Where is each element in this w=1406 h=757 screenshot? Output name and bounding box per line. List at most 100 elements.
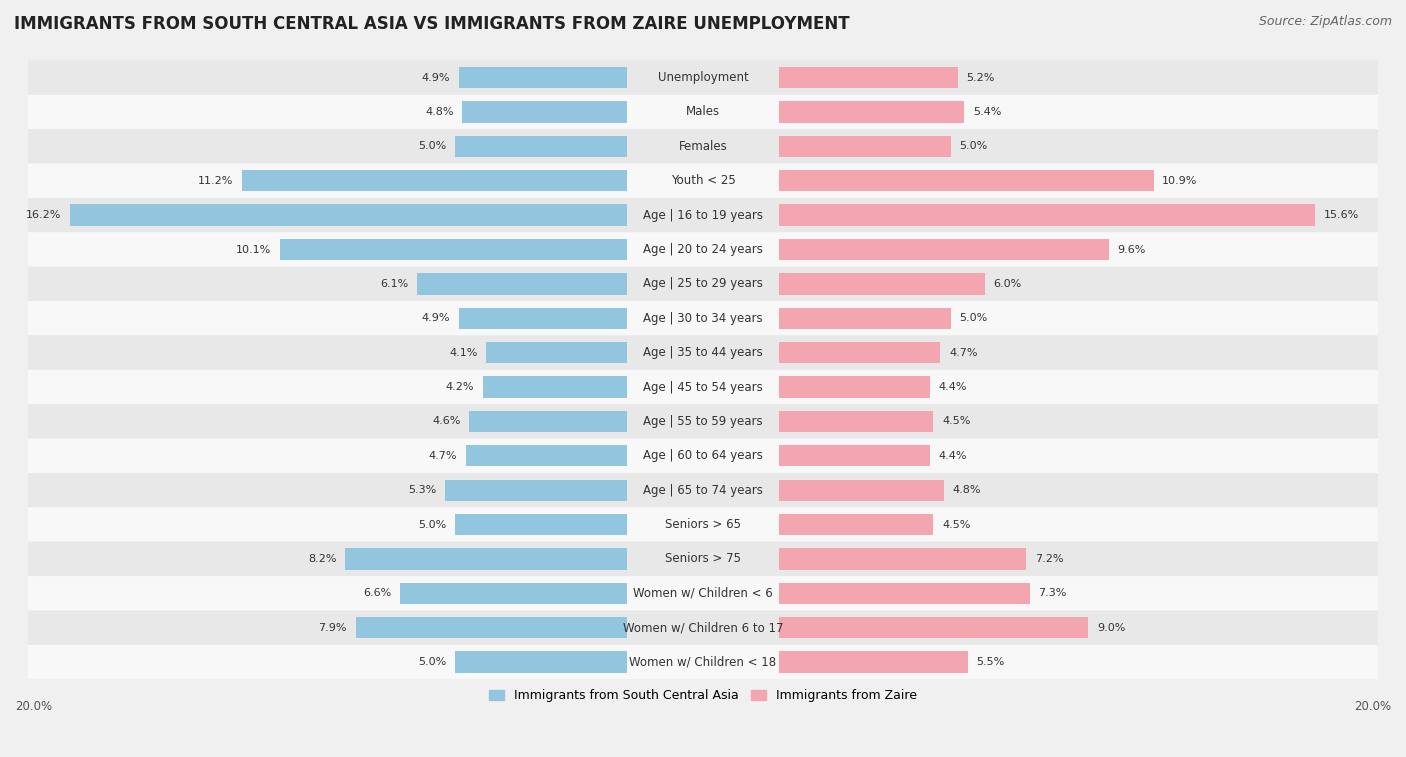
FancyBboxPatch shape	[28, 611, 1378, 645]
Text: Age | 60 to 64 years: Age | 60 to 64 years	[643, 450, 763, 463]
Text: 4.6%: 4.6%	[432, 416, 461, 426]
Text: 4.4%: 4.4%	[939, 382, 967, 392]
Text: 11.2%: 11.2%	[198, 176, 233, 185]
Text: Males: Males	[686, 105, 720, 119]
FancyBboxPatch shape	[28, 301, 1378, 335]
FancyBboxPatch shape	[28, 335, 1378, 370]
Bar	[779, 652, 967, 673]
FancyBboxPatch shape	[28, 95, 1378, 129]
Text: 5.0%: 5.0%	[419, 142, 447, 151]
FancyBboxPatch shape	[28, 266, 1378, 301]
Text: Women w/ Children < 18: Women w/ Children < 18	[630, 656, 776, 668]
Bar	[346, 548, 627, 569]
Bar	[446, 479, 627, 501]
Bar	[779, 514, 934, 535]
Text: 20.0%: 20.0%	[15, 700, 52, 713]
Text: 9.0%: 9.0%	[1097, 623, 1125, 633]
Bar	[456, 514, 627, 535]
Text: 5.0%: 5.0%	[959, 142, 987, 151]
Text: Source: ZipAtlas.com: Source: ZipAtlas.com	[1258, 15, 1392, 28]
Bar	[242, 170, 627, 192]
Text: 4.7%: 4.7%	[949, 347, 977, 357]
Text: Unemployment: Unemployment	[658, 71, 748, 84]
FancyBboxPatch shape	[28, 542, 1378, 576]
Bar	[779, 273, 986, 294]
Text: 5.5%: 5.5%	[977, 657, 1005, 667]
Bar	[779, 239, 1109, 260]
Text: 8.2%: 8.2%	[308, 554, 336, 564]
Text: 7.2%: 7.2%	[1035, 554, 1063, 564]
Text: 5.4%: 5.4%	[973, 107, 1001, 117]
Text: 10.1%: 10.1%	[236, 245, 271, 254]
Text: 4.1%: 4.1%	[450, 347, 478, 357]
Bar	[486, 342, 627, 363]
Text: IMMIGRANTS FROM SOUTH CENTRAL ASIA VS IMMIGRANTS FROM ZAIRE UNEMPLOYMENT: IMMIGRANTS FROM SOUTH CENTRAL ASIA VS IM…	[14, 15, 849, 33]
Bar	[456, 136, 627, 157]
Bar	[356, 617, 627, 638]
Text: 5.0%: 5.0%	[959, 313, 987, 323]
Text: Women w/ Children 6 to 17: Women w/ Children 6 to 17	[623, 621, 783, 634]
Text: 5.2%: 5.2%	[966, 73, 994, 83]
Text: 7.9%: 7.9%	[319, 623, 347, 633]
Bar	[458, 307, 627, 329]
Bar	[779, 376, 929, 397]
Text: 4.9%: 4.9%	[422, 73, 450, 83]
Text: 6.0%: 6.0%	[994, 279, 1022, 289]
Text: 5.0%: 5.0%	[419, 657, 447, 667]
FancyBboxPatch shape	[28, 507, 1378, 542]
FancyBboxPatch shape	[28, 438, 1378, 473]
Bar	[779, 411, 934, 432]
Text: 4.8%: 4.8%	[425, 107, 454, 117]
Text: 4.2%: 4.2%	[446, 382, 474, 392]
Text: Women w/ Children < 6: Women w/ Children < 6	[633, 587, 773, 600]
Text: 6.1%: 6.1%	[381, 279, 409, 289]
Bar	[458, 67, 627, 89]
Bar	[401, 583, 627, 604]
Text: Age | 25 to 29 years: Age | 25 to 29 years	[643, 277, 763, 291]
Text: 6.6%: 6.6%	[363, 588, 392, 598]
Bar	[779, 445, 929, 466]
Bar	[779, 136, 950, 157]
Bar	[779, 170, 1154, 192]
Text: Age | 35 to 44 years: Age | 35 to 44 years	[643, 346, 763, 359]
Text: Seniors > 65: Seniors > 65	[665, 518, 741, 531]
Legend: Immigrants from South Central Asia, Immigrants from Zaire: Immigrants from South Central Asia, Immi…	[484, 684, 922, 707]
Bar	[779, 548, 1026, 569]
Text: Age | 30 to 34 years: Age | 30 to 34 years	[643, 312, 763, 325]
Text: 20.0%: 20.0%	[1354, 700, 1391, 713]
Text: 15.6%: 15.6%	[1324, 210, 1360, 220]
FancyBboxPatch shape	[28, 645, 1378, 679]
Text: Seniors > 75: Seniors > 75	[665, 553, 741, 565]
Text: 16.2%: 16.2%	[27, 210, 62, 220]
Text: 4.5%: 4.5%	[942, 416, 970, 426]
FancyBboxPatch shape	[28, 404, 1378, 438]
Bar	[465, 445, 627, 466]
Bar	[779, 479, 943, 501]
Bar	[482, 376, 627, 397]
FancyBboxPatch shape	[28, 576, 1378, 611]
FancyBboxPatch shape	[28, 164, 1378, 198]
Bar	[779, 583, 1029, 604]
Text: 5.3%: 5.3%	[408, 485, 436, 495]
Bar	[779, 67, 957, 89]
Bar	[463, 101, 627, 123]
Text: Age | 45 to 54 years: Age | 45 to 54 years	[643, 381, 763, 394]
FancyBboxPatch shape	[28, 370, 1378, 404]
Bar	[418, 273, 627, 294]
Bar	[470, 411, 627, 432]
Text: 4.8%: 4.8%	[952, 485, 981, 495]
Bar	[779, 204, 1316, 226]
Bar	[779, 307, 950, 329]
Text: 10.9%: 10.9%	[1163, 176, 1198, 185]
Text: Age | 65 to 74 years: Age | 65 to 74 years	[643, 484, 763, 497]
Text: Age | 20 to 24 years: Age | 20 to 24 years	[643, 243, 763, 256]
Text: 9.6%: 9.6%	[1118, 245, 1146, 254]
Bar	[70, 204, 627, 226]
Text: Age | 16 to 19 years: Age | 16 to 19 years	[643, 209, 763, 222]
Text: 4.9%: 4.9%	[422, 313, 450, 323]
FancyBboxPatch shape	[28, 473, 1378, 507]
FancyBboxPatch shape	[28, 61, 1378, 95]
Bar	[456, 652, 627, 673]
FancyBboxPatch shape	[28, 129, 1378, 164]
Text: Age | 55 to 59 years: Age | 55 to 59 years	[643, 415, 763, 428]
